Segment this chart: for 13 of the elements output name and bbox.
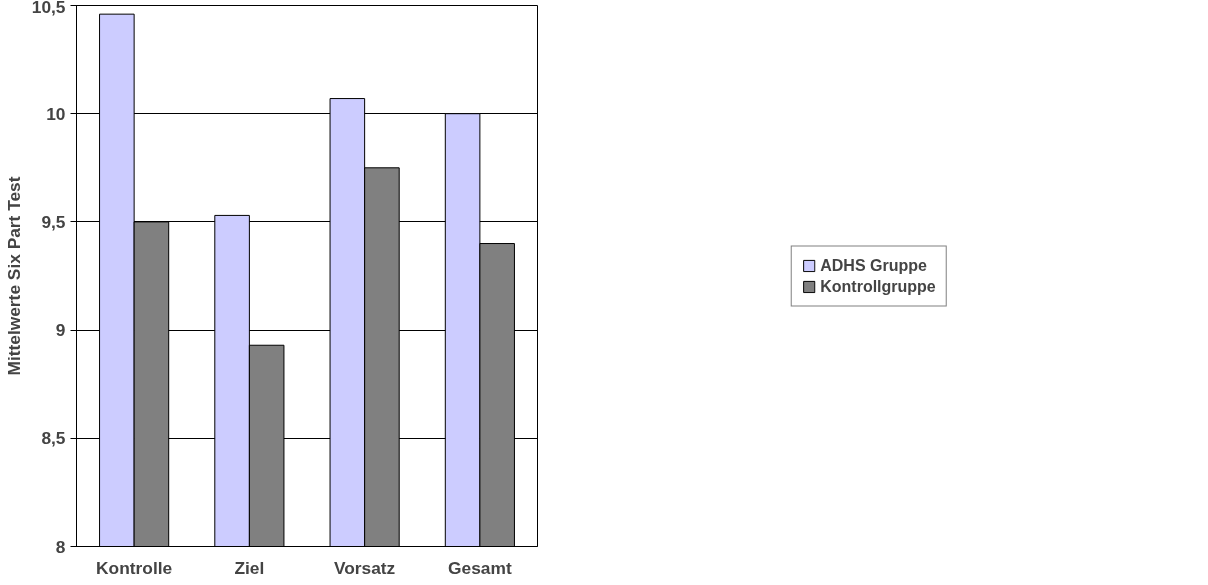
y-tick-label: 10,5 — [31, 0, 66, 17]
y-tick-label: 8 — [55, 536, 66, 557]
x-tick-label: Gesamt — [448, 557, 512, 578]
y-axis-title: Mittelwerte Six Part Test — [3, 176, 24, 376]
y-tick-label: 8,5 — [41, 428, 66, 449]
y-tick-label: 9,5 — [41, 211, 66, 232]
x-tick-label: Vorsatz — [333, 557, 396, 578]
legend-label: ADHS Gruppe — [820, 256, 927, 274]
x-tick-label: Kontrolle — [96, 557, 173, 578]
legend-label: Kontrollgruppe — [820, 277, 936, 295]
y-tick-label: 10 — [46, 103, 66, 124]
x-tick-label: Ziel — [234, 557, 265, 578]
y-tick-label: 9 — [55, 320, 66, 341]
